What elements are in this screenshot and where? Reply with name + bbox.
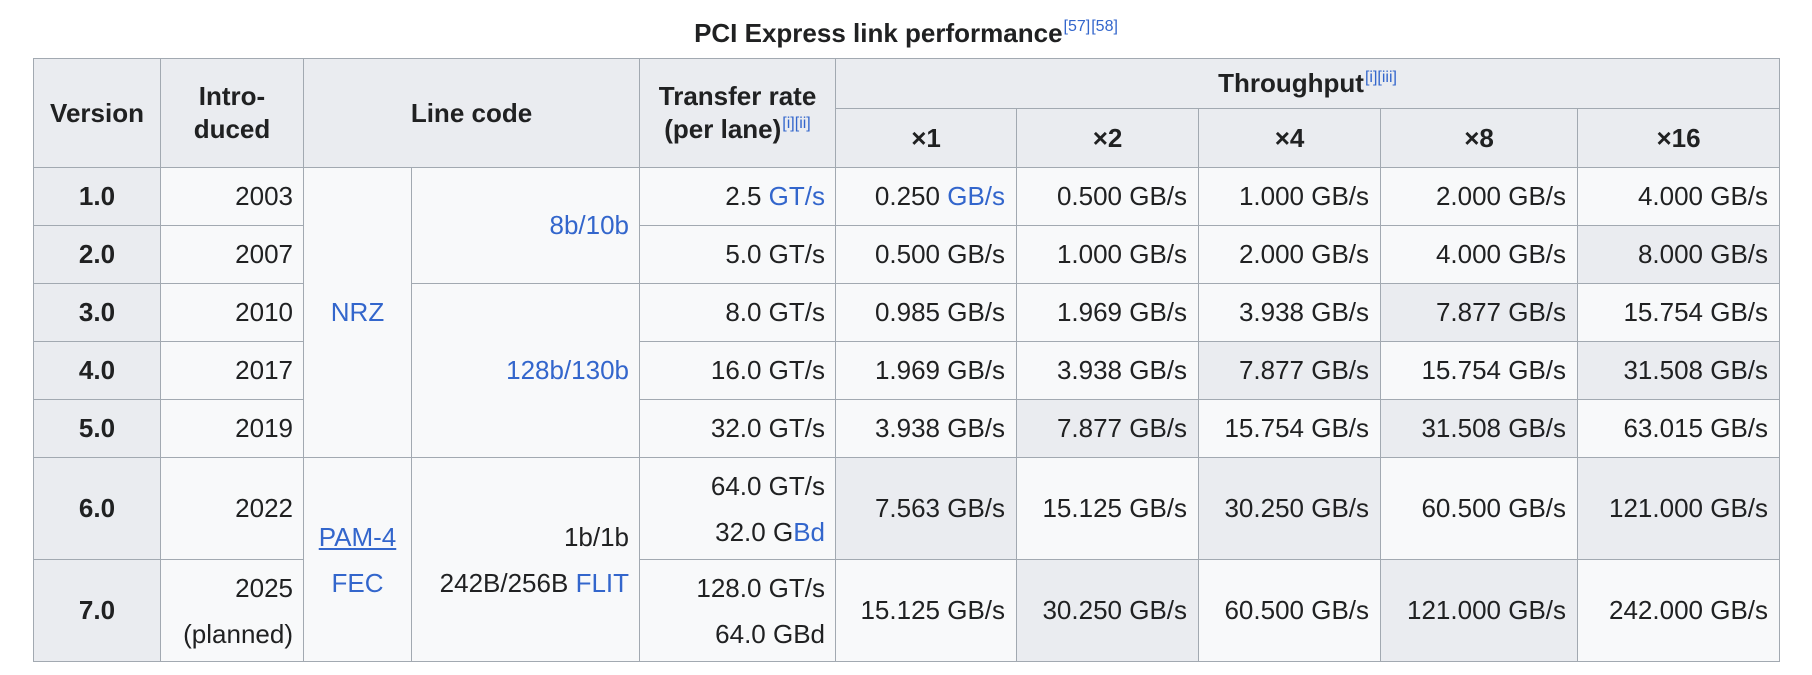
throughput-x8: 121.000 GB/s: [1380, 559, 1579, 662]
row-transfer-rate: 8.0 GT/s: [639, 283, 837, 342]
table-row: 7.0 2025 (planned) 128.0 GT/s 64.0 GBd 15.…: [33, 559, 1781, 662]
throughput-x2: 7.877 GB/s: [1016, 399, 1200, 458]
line-code-flit: 1b/1b 242B/256B FLIT: [410, 457, 641, 662]
throughput-x8: 31.508 GB/s: [1380, 399, 1579, 458]
row-year: 2010: [160, 283, 304, 342]
header-line-code: Line code: [302, 58, 641, 168]
table-row: 2.0 2007 5.0 GT/s 0.500 GB/s 1.000 GB/s …: [33, 225, 1781, 284]
throughput-x16: 4.000 GB/s: [1577, 167, 1781, 226]
row-year: 2007: [160, 225, 304, 284]
header-lane-x1: ×1: [835, 108, 1018, 168]
throughput-x8: 15.754 GB/s: [1380, 341, 1579, 400]
throughput-x2: 15.125 GB/s: [1016, 457, 1200, 560]
row-version: 3.0: [33, 283, 161, 342]
code-1b1b: 1b/1b: [563, 521, 630, 552]
row-transfer-rate: 64.0 GT/s 32.0 GBd: [639, 457, 837, 560]
row-version: 2.0: [33, 225, 161, 284]
throughput-x4: 60.500 GB/s: [1198, 559, 1382, 662]
throughput-x16: 15.754 GB/s: [1577, 283, 1781, 342]
throughput-x2: 0.500 GB/s: [1016, 167, 1200, 226]
throughput-x1: 7.563 GB/s: [835, 457, 1018, 560]
baud-link[interactable]: Bd: [793, 516, 826, 547]
throughput-x16: 63.015 GB/s: [1577, 399, 1781, 458]
transfer-notes-link[interactable]: [i][ii]: [782, 115, 811, 132]
throughput-x8: 7.877 GB/s: [1380, 283, 1579, 342]
header-lane-x16: ×16: [1577, 108, 1781, 168]
pcie-performance-table: Version Intro-duced Line code Transfer r…: [33, 58, 1781, 662]
throughput-x2: 1.969 GB/s: [1016, 283, 1200, 342]
throughput-x2: 3.938 GB/s: [1016, 341, 1200, 400]
throughput-x2: 30.250 GB/s: [1016, 559, 1200, 662]
header-version: Version: [33, 58, 161, 168]
header-transfer-rate: Transfer rate (per lane)[i][ii]: [639, 58, 837, 168]
throughput-x1: 0.250 GB/s: [835, 167, 1018, 226]
throughput-x1: 15.125 GB/s: [835, 559, 1018, 662]
flit-link[interactable]: FLIT: [575, 567, 630, 598]
throughput-x1: 0.985 GB/s: [835, 283, 1018, 342]
row-year: 2017: [160, 341, 304, 400]
header-lane-x2: ×2: [1016, 108, 1200, 168]
table-row: 5.0 2019 32.0 GT/s 3.938 GB/s 7.877 GB/s…: [33, 399, 1781, 458]
throughput-x4: 15.754 GB/s: [1198, 399, 1382, 458]
row-transfer-rate: 5.0 GT/s: [639, 225, 837, 284]
caption-ref-57[interactable]: [57]: [1063, 18, 1091, 35]
throughput-x1: 1.969 GB/s: [835, 341, 1018, 400]
throughput-x4: 1.000 GB/s: [1198, 167, 1382, 226]
throughput-x8: 4.000 GB/s: [1380, 225, 1579, 284]
row-year: 2022: [160, 457, 304, 560]
throughput-notes-link[interactable]: [i][iii]: [1364, 69, 1397, 86]
throughput-x16: 121.000 GB/s: [1577, 457, 1781, 560]
row-version: 1.0: [33, 167, 161, 226]
row-transfer-rate: 128.0 GT/s 64.0 GBd: [639, 559, 837, 662]
code-242b256b: 242B/256B: [439, 567, 569, 598]
throughput-x4: 30.250 GB/s: [1198, 457, 1382, 560]
header-throughput: Throughput[i][iii]: [835, 58, 1781, 109]
throughput-x1: 0.500 GB/s: [835, 225, 1018, 284]
header-lane-x8: ×8: [1380, 108, 1579, 168]
row-version: 6.0: [33, 457, 161, 560]
throughput-x4: 2.000 GB/s: [1198, 225, 1382, 284]
table-row: 4.0 2017 16.0 GT/s 1.969 GB/s 3.938 GB/s…: [33, 341, 1781, 400]
caption-title: PCI Express link performance: [694, 18, 1063, 48]
throughput-x4: 3.938 GB/s: [1198, 283, 1382, 342]
row-transfer-rate: 2.5 GT/s: [639, 167, 837, 226]
table-row: 6.0 2022 PAM-4 FEC 1b/1b 242B/256B FLIT 64…: [33, 457, 1781, 662]
throughput-x16: 31.508 GB/s: [1577, 341, 1781, 400]
row-version: 5.0: [33, 399, 161, 458]
caption-ref-58[interactable]: [58]: [1091, 18, 1118, 35]
row-year: 2003: [160, 167, 304, 226]
line-code-nrz[interactable]: NRZ: [303, 167, 412, 458]
row-version: 7.0: [33, 559, 161, 662]
header-introduced: Intro-duced: [160, 58, 304, 168]
throughput-x8: 60.500 GB/s: [1380, 457, 1579, 560]
gbs-link[interactable]: GB/s: [947, 181, 1006, 211]
pam4-link[interactable]: PAM-4: [318, 521, 397, 552]
header-lane-x4: ×4: [1198, 108, 1382, 168]
throughput-x2: 1.000 GB/s: [1016, 225, 1200, 284]
row-version: 4.0: [33, 341, 161, 400]
row-year: 2019: [160, 399, 304, 458]
row-year: 2025 (planned): [160, 559, 304, 662]
line-code-8b10b[interactable]: 8b/10b: [410, 167, 641, 284]
throughput-x1: 3.938 GB/s: [835, 399, 1018, 458]
throughput-x16: 8.000 GB/s: [1577, 225, 1781, 284]
row-transfer-rate: 16.0 GT/s: [639, 341, 837, 400]
fec-link[interactable]: FEC: [331, 567, 384, 598]
throughput-x4: 7.877 GB/s: [1198, 341, 1382, 400]
throughput-x16: 242.000 GB/s: [1577, 559, 1781, 662]
line-code-128b130b[interactable]: 128b/130b: [410, 283, 641, 458]
table-row: 1.0 2003 NRZ 8b/10b 2.5 GT/s 0.250 GB/s …: [33, 167, 1781, 458]
row-transfer-rate: 32.0 GT/s: [639, 399, 837, 458]
pcie-table-container: PCI Express link performance[57][58] Ver…: [33, 8, 1781, 662]
gts-link[interactable]: GT/s: [768, 181, 826, 211]
table-row: 3.0 2010 128b/130b 8.0 GT/s 0.985 GB/s 1…: [33, 283, 1781, 458]
throughput-x8: 2.000 GB/s: [1380, 167, 1579, 226]
table-caption: PCI Express link performance[57][58]: [33, 8, 1779, 58]
line-code-pam4-fec[interactable]: PAM-4 FEC: [303, 457, 412, 662]
